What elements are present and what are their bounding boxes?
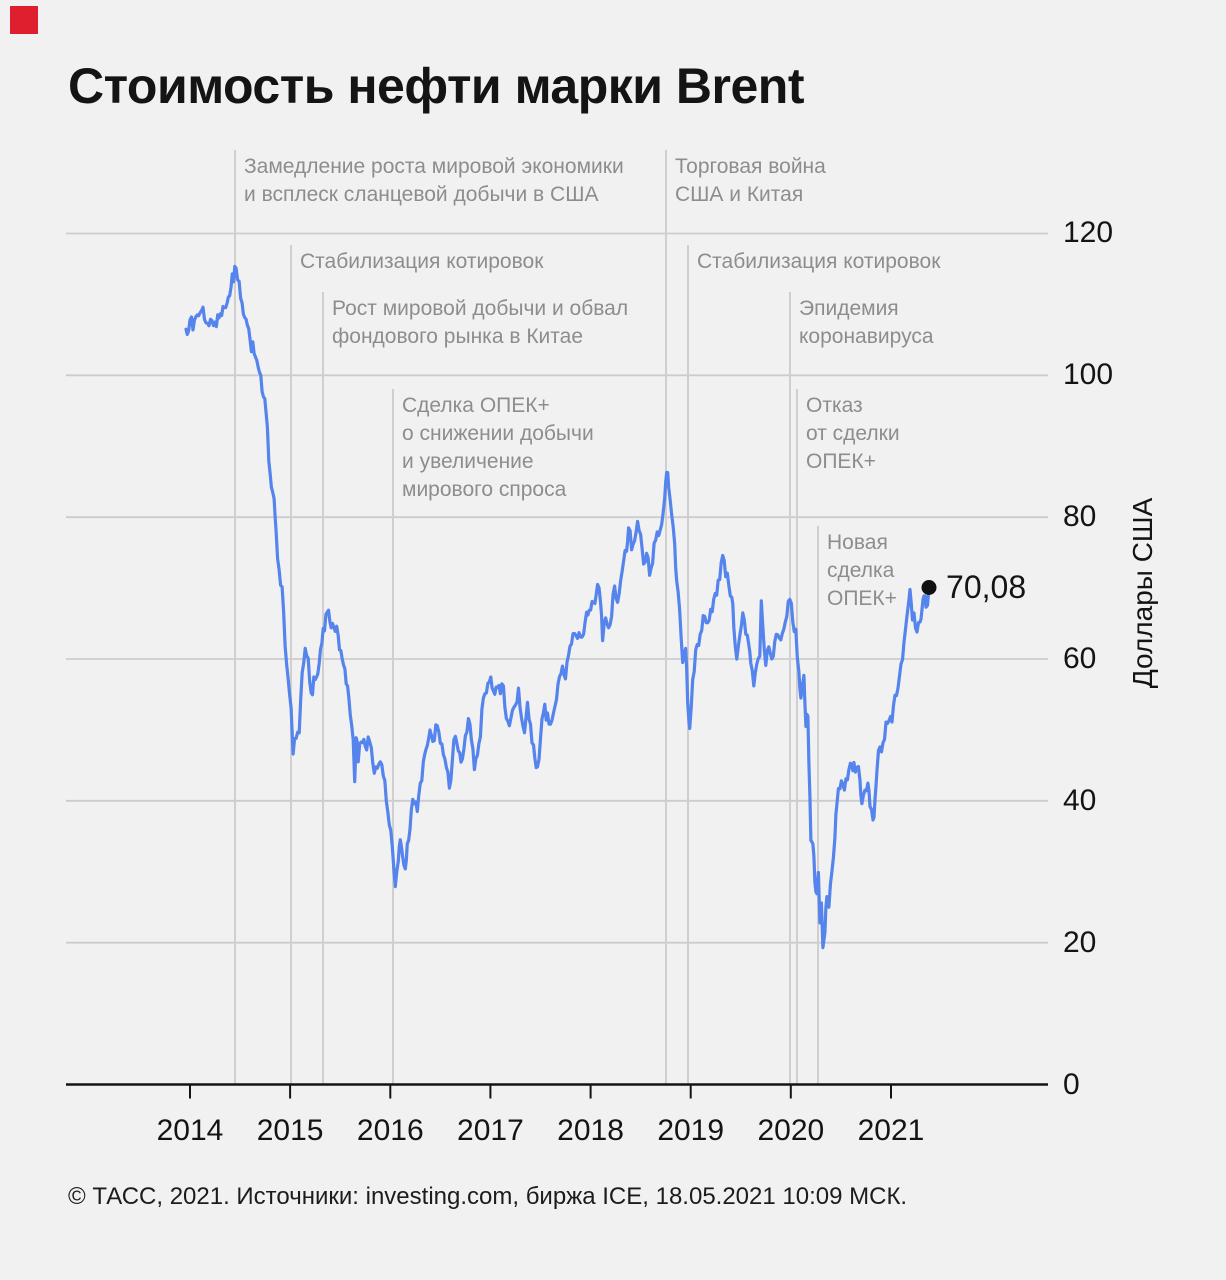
x-tick-label: 2018 [557, 1114, 624, 1147]
x-tick-label: 2021 [857, 1114, 925, 1147]
y-axis-title: Доллары США [1127, 497, 1158, 689]
annotation-text: Новая сделка ОПЕК+ [827, 531, 897, 610]
y-tick-label: 0 [1063, 1067, 1080, 1101]
annotation-text: Торговая война США и Китая [675, 155, 826, 206]
y-tick-label: 80 [1063, 500, 1097, 534]
x-tick-label: 2017 [457, 1114, 524, 1147]
last-price-label: 70,08 [946, 568, 1027, 605]
last-point-dot [921, 580, 937, 595]
price-line [184, 264, 931, 950]
x-tick-label: 2015 [256, 1114, 324, 1147]
x-tick-label: 2016 [356, 1114, 424, 1147]
annotation-text: Эпидемия коронавируса [799, 297, 934, 348]
annotation-text: Стабилизация котировок [697, 250, 941, 273]
y-tick-label: 60 [1063, 641, 1097, 675]
annotation-text: Рост мировой добычи и обвал фондового ры… [332, 297, 629, 348]
y-tick-label: 20 [1063, 925, 1097, 959]
y-tick-label: 40 [1063, 783, 1097, 817]
source-credit: © ТАСС, 2021. Источники: investing.com, … [68, 1183, 908, 1210]
tass-logo [10, 6, 38, 34]
annotation-text: Отказ от сделки ОПЕК+ [806, 394, 900, 473]
annotation-text: Сделка ОПЕК+ о снижении добычи и увеличе… [402, 394, 594, 501]
x-tick-label: 2020 [757, 1114, 825, 1147]
y-tick-label: 100 [1063, 358, 1114, 392]
annotation-text: Стабилизация котировок [300, 250, 544, 273]
annotation-text: Замедление роста мировой экономики и всп… [244, 155, 624, 206]
page-title: Стоимость нефти марки Brent [68, 58, 804, 114]
x-tick-label: 2014 [156, 1114, 224, 1147]
x-tick-label: 2019 [657, 1114, 725, 1147]
y-tick-label: 120 [1063, 216, 1114, 250]
